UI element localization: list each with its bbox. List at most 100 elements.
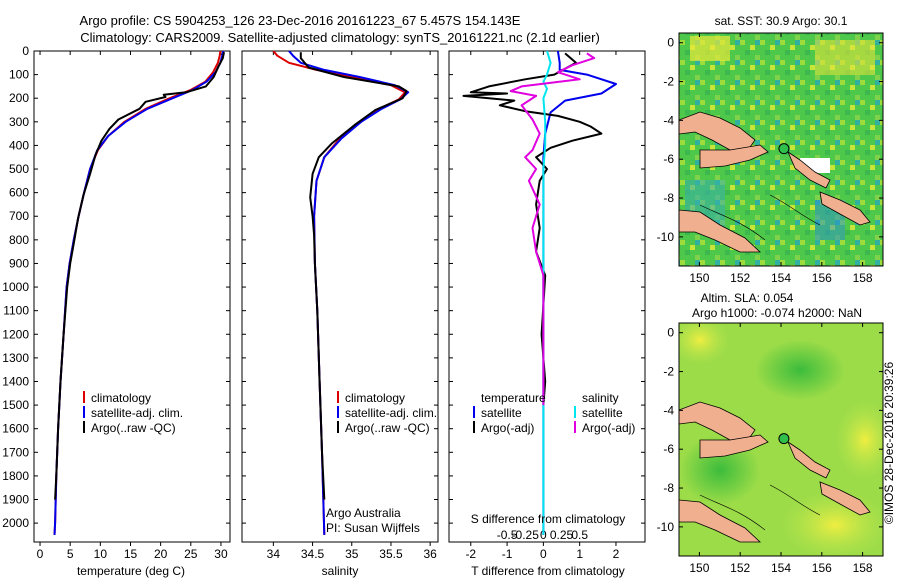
top-tick-label: -0.25 [512,528,540,542]
legend-label-argo: Argo(..raw -QC) [91,421,176,435]
series-climatology [53,50,222,535]
top-tick-label: 0.25 [550,528,574,542]
y-tick-label: 1300 [2,351,29,365]
header-line-2: Climatology: CARS2009. Satellite-adjuste… [80,30,600,45]
shallow-contour [699,194,821,241]
salinity-xlabel: salinity [322,564,359,578]
shallow-contour [699,484,821,531]
x-tick-label: 34 [267,547,281,561]
series-satellite-adj-clim [288,50,410,535]
y-tick-label: 1500 [2,398,29,412]
difference-legend: temperature satellite Argo(-adj) salinit… [471,391,636,526]
top-tick-label: -0.5 [497,528,518,542]
y-tick-label: 1200 [2,327,29,341]
x-tick-label: 0 [37,547,44,561]
sst-map-axes: 150 152 154 156 158 0 -2 -4 -6 -8 -10 [657,33,883,285]
series-satellite-adj-clim [53,50,225,535]
map-y-tick-label: -10 [657,230,675,244]
map-y-tick-label: -2 [663,365,674,379]
map-y-tick-label: 0 [667,36,674,50]
sst-warm-patch [815,40,875,75]
temperature-chart: 0 5 10 15 20 25 300100200300400500600700800900… [2,44,230,561]
map-x-tick-label: 150 [689,271,709,285]
y-tick-label: 1700 [2,445,29,459]
map-x-tick-label: 156 [812,561,832,575]
y-tick-label: 600 [9,186,29,200]
legend-label-climatology: climatology [345,391,405,405]
sst-warm-patch [690,36,730,61]
x-tick-label: 30 [214,547,228,561]
difference-chart: -2 -1 0 1 2 -0.5-0.25 0 0.250.5 [449,50,645,561]
argo-float-marker [778,433,790,445]
x-tick-label: -1 [502,547,513,561]
sla-map-subtitle: Argo h1000: -0.074 h2000: NaN [692,306,862,320]
y-tick-label: 700 [9,209,29,223]
map-x-tick-label: 152 [730,561,750,575]
temperature-legend: climatology satellite-adj. clim. Argo(..… [83,391,183,435]
y-tick-label: 2000 [2,516,29,530]
salinity-chart: 34 34.5 35 35.5 36 [242,50,438,561]
series-temperature-satellite [542,50,617,535]
argo-float-marker [778,143,790,155]
legend-label-temp-satellite: satellite [481,406,522,420]
argo-australia-label: Argo Australia [326,506,401,520]
y-tick-label: 400 [9,138,29,152]
map-x-tick-label: 152 [730,271,750,285]
series-argo-raw-qc [54,52,225,500]
s-difference-label: S difference from climatology [471,512,626,526]
y-tick-label: 1900 [2,493,29,507]
x-tick-label: 10 [94,547,108,561]
map-x-tick-label: 156 [812,271,832,285]
map-x-tick-label: 154 [771,561,791,575]
x-tick-label: 2 [613,547,620,561]
t-difference-label: T difference from climatology [471,564,625,578]
y-tick-label: 0 [22,44,29,58]
y-tick-label: 1800 [2,469,29,483]
map-y-tick-label: -6 [663,152,674,166]
legend-label-satellite: satellite-adj. clim. [91,406,183,420]
x-tick-label: 36 [423,547,437,561]
x-tick-label: 5 [67,547,74,561]
map-x-tick-label: 154 [771,271,791,285]
x-tick-label: 1 [576,547,583,561]
sla-high-anomaly [835,400,883,480]
y-tick-label: 100 [9,68,29,82]
legend-label-sal-argo: Argo(-adj) [582,421,635,435]
legend-label-climatology: climatology [91,391,151,405]
map-x-tick-label: 158 [853,271,873,285]
sst-map-title: sat. SST: 30.9 Argo: 30.1 [715,14,848,28]
sla-high-anomaly [679,323,730,365]
map-y-tick-label: -6 [663,442,674,456]
y-tick-label: 1100 [3,304,29,318]
imos-stamp: ©IMOS 28-Dec-2016 20:39:26 [882,362,896,525]
y-tick-label: 500 [9,162,29,176]
map-y-tick-label: -8 [663,481,674,495]
new-britain-coast [699,144,769,169]
legend-label-temp-argo: Argo(-adj) [481,421,534,435]
x-tick-label: 34.5 [301,547,325,561]
map-y-tick-label: -4 [663,113,674,127]
map-y-tick-label: -4 [663,403,674,417]
map-x-tick-label: 150 [689,561,709,575]
map-x-tick-label: 158 [853,561,873,575]
salinity-legend: climatology satellite-adj. clim. Argo(..… [326,391,437,535]
y-tick-label: 1400 [2,374,29,388]
papua-tail-coast [679,209,762,253]
bougainville-coast [787,440,831,479]
x-tick-label: 0 [540,547,547,561]
pi-label: PI: Susan Wijffels [326,521,420,535]
header-line-1: Argo profile: CS 5904253_126 23-Dec-2016… [80,13,521,28]
map-y-tick-label: -8 [663,191,674,205]
x-tick-label: 35.5 [379,547,403,561]
legend-title-salinity: salinity [582,391,619,405]
series-temperature-argo-adj [462,52,603,406]
y-tick-label: 900 [9,256,29,270]
y-tick-label: 200 [9,91,29,105]
y-tick-label: 300 [9,115,29,129]
series-salinity-satellite [542,50,552,535]
top-tick-label: 0 [540,528,547,542]
map-y-tick-label: -10 [657,520,675,534]
top-tick-label: 0.5 [571,528,588,542]
series-climatology [272,50,407,535]
temperature-panel-frame [33,50,231,543]
